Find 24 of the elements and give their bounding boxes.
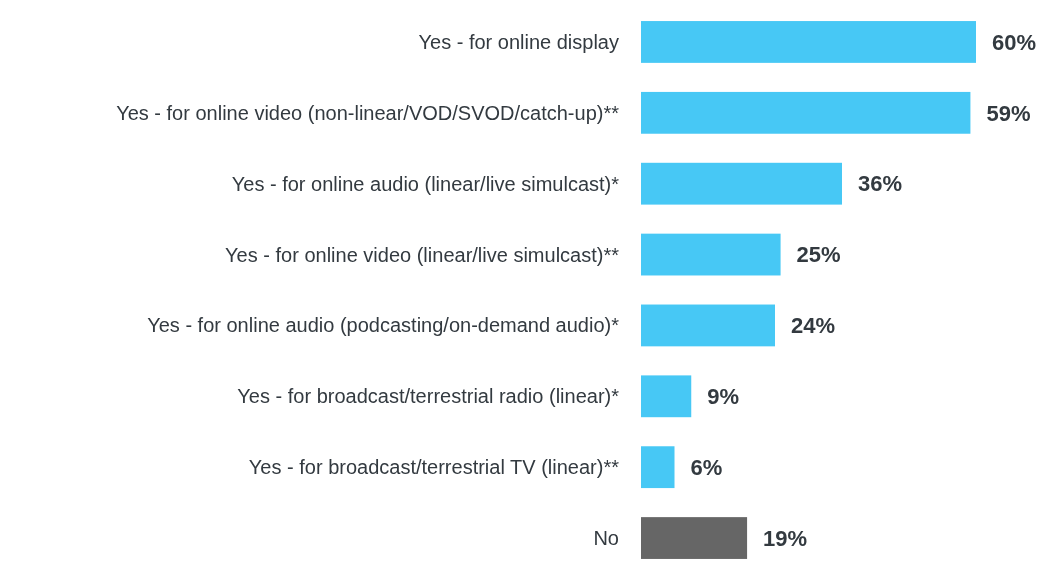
y-tick-label: Yes - for online display xyxy=(418,30,619,53)
data-label: 24% xyxy=(791,313,836,339)
y-tick-label: Yes - for online audio (linear/live simulcast)* xyxy=(231,172,620,195)
y-tick-label: Yes - for online video (non-linear/VOD/SVOD/catch-up)** xyxy=(116,101,620,124)
bar xyxy=(641,91,971,134)
bar xyxy=(641,446,675,489)
y-tick-label: Yes - for online video (linear/live simulcast)** xyxy=(225,243,620,266)
data-label: 9% xyxy=(707,384,740,409)
bar xyxy=(641,233,781,276)
y-tick-label: No xyxy=(593,527,619,550)
data-label: 60% xyxy=(992,29,1037,55)
y-tick-label: Yes - for broadcast/terrestrial TV (linear)** xyxy=(248,456,620,479)
y-tick-label: Yes - for broadcast/terrestrial radio (linear)* xyxy=(237,385,620,408)
data-label: 59% xyxy=(986,100,1031,126)
y-tick-label: Yes - for online audio (podcasting/on-demand audio)* xyxy=(147,314,620,337)
data-label: 19% xyxy=(763,525,808,551)
data-label: 6% xyxy=(690,454,723,480)
bar xyxy=(641,21,976,63)
bar xyxy=(641,517,748,559)
data-label: 25% xyxy=(796,242,841,268)
data-label: 36% xyxy=(858,171,903,197)
bar xyxy=(641,375,692,418)
bar xyxy=(641,162,842,205)
bar xyxy=(641,304,775,347)
